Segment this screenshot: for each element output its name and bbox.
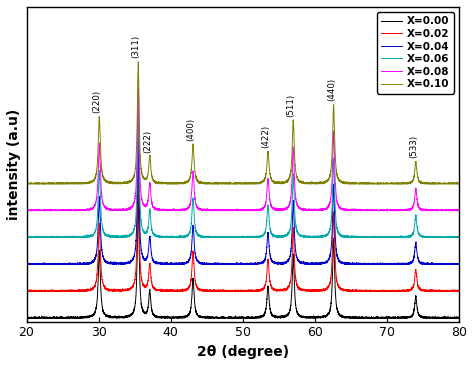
X=0.04	[136, 139, 141, 144]
Text: (422): (422)	[261, 125, 270, 149]
X=0.00	[24, 315, 29, 320]
X=0.02	[218, 289, 223, 293]
X=0.08	[127, 207, 132, 212]
Line: X=0.08: X=0.08	[27, 88, 459, 211]
Line: X=0.00: X=0.00	[27, 195, 459, 318]
X=0.00	[124, 315, 130, 319]
X=0.08	[24, 209, 29, 213]
Legend: X=0.00, X=0.02, X=0.04, X=0.06, X=0.08, X=0.10: X=0.00, X=0.02, X=0.04, X=0.06, X=0.08, …	[377, 12, 454, 93]
X=0.00	[127, 313, 132, 317]
X=0.08	[453, 208, 458, 212]
X=0.04	[187, 257, 192, 261]
X=0.10	[136, 60, 141, 64]
X=0.08	[218, 209, 223, 213]
X=0.04	[24, 262, 29, 266]
Text: (511): (511)	[287, 94, 296, 117]
Text: (311): (311)	[132, 35, 141, 58]
X=0.06	[129, 232, 135, 236]
X=0.06	[187, 231, 192, 236]
X=0.00	[187, 311, 192, 315]
X=0.00	[218, 316, 223, 320]
X=0.08	[124, 208, 130, 212]
X-axis label: 2θ (degree): 2θ (degree)	[197, 345, 289, 359]
X=0.06	[456, 235, 462, 239]
X=0.08	[136, 86, 141, 90]
X=0.10	[24, 182, 29, 186]
X=0.06	[124, 234, 130, 239]
X=0.06	[127, 233, 132, 238]
X=0.04	[453, 262, 458, 266]
Line: X=0.04: X=0.04	[27, 142, 459, 264]
X=0.08	[187, 204, 192, 208]
X=0.06	[218, 235, 223, 239]
X=0.10	[453, 182, 458, 186]
X=0.10	[124, 180, 130, 185]
X=0.00	[136, 193, 141, 198]
X=0.02	[456, 289, 462, 293]
X=0.10	[218, 181, 223, 185]
X=0.06	[453, 235, 458, 240]
Text: (222): (222)	[143, 130, 152, 153]
X=0.10	[127, 180, 132, 185]
X=0.10	[187, 177, 192, 181]
X=0.04	[124, 261, 130, 265]
Line: X=0.02: X=0.02	[27, 168, 459, 291]
X=0.08	[456, 209, 462, 213]
X=0.00	[456, 316, 462, 320]
X=0.06	[24, 235, 29, 240]
Text: (533): (533)	[409, 135, 418, 158]
X=0.04	[127, 261, 132, 265]
X=0.04	[129, 259, 135, 263]
Text: (440): (440)	[327, 78, 336, 101]
X=0.08	[128, 205, 134, 210]
X=0.04	[456, 262, 462, 266]
X=0.10	[128, 179, 134, 183]
X=0.04	[218, 262, 223, 266]
X=0.02	[124, 288, 130, 292]
X=0.00	[24, 316, 29, 320]
Y-axis label: intensity (a.u): intensity (a.u)	[7, 109, 21, 220]
X=0.02	[128, 286, 134, 291]
X=0.02	[453, 289, 458, 293]
Text: (220): (220)	[92, 90, 101, 113]
X=0.02	[187, 284, 192, 288]
X=0.04	[24, 261, 29, 266]
X=0.00	[129, 312, 135, 317]
Line: X=0.06: X=0.06	[27, 115, 459, 238]
X=0.10	[456, 182, 462, 186]
X=0.02	[24, 289, 29, 293]
X=0.02	[136, 166, 141, 171]
X=0.02	[127, 287, 132, 291]
Text: (400): (400)	[186, 118, 195, 141]
X=0.06	[136, 113, 141, 117]
X=0.06	[24, 235, 29, 239]
Line: X=0.10: X=0.10	[27, 62, 459, 184]
X=0.00	[453, 315, 458, 320]
